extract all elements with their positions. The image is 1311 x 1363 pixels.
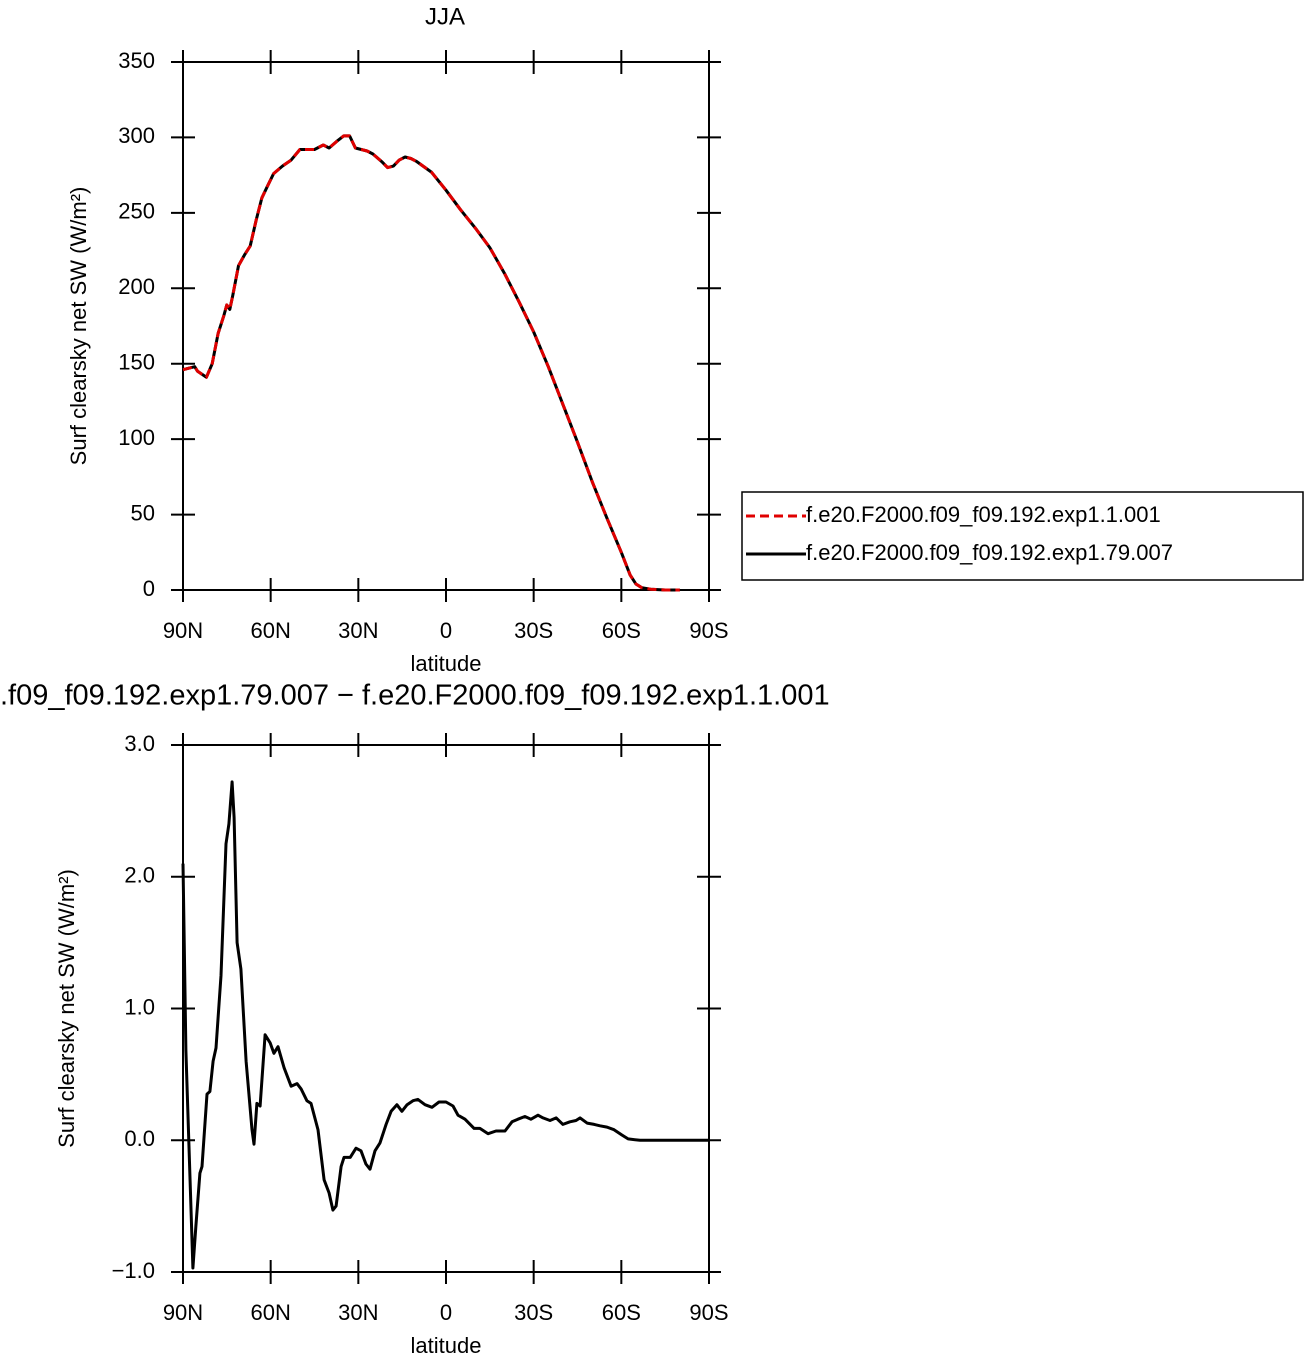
x-tick-label: 30S (514, 1300, 553, 1325)
x-axis-label: latitude (411, 651, 482, 676)
legend-box (741, 491, 1304, 581)
x-tick-label: 30N (338, 618, 378, 643)
legend-label: f.e20.F2000.f09_f09.192.exp1.79.007 (806, 540, 1173, 565)
data-line (182, 134, 680, 592)
y-tick-label: 50 (131, 500, 155, 525)
x-tick-label: 0 (440, 1300, 452, 1325)
y-tick-label: 0.0 (124, 1126, 155, 1151)
y-tick-label: 2.0 (124, 863, 155, 888)
x-tick-label: 90N (163, 618, 203, 643)
x-tick-label: 60S (602, 618, 641, 643)
x-tick-label: 60S (602, 1300, 641, 1325)
x-tick-label: 0 (440, 618, 452, 643)
x-tick-label: 90S (689, 1300, 728, 1325)
y-axis-label: Surf clearsky net SW (W/m²) (66, 187, 91, 466)
chart-title: JJA (425, 3, 465, 30)
x-tick-label: 30S (514, 618, 553, 643)
y-tick-label: 350 (118, 48, 155, 73)
y-tick-label: 150 (118, 350, 155, 375)
y-tick-label: 250 (118, 199, 155, 224)
y-tick-label: 200 (118, 274, 155, 299)
y-tick-label: −1.0 (112, 1258, 155, 1283)
y-tick-label: 1.0 (124, 994, 155, 1019)
data-line (181, 780, 709, 1270)
x-axis-label: latitude (411, 1333, 482, 1358)
x-tick-label: 30N (338, 1300, 378, 1325)
y-tick-label: 100 (118, 425, 155, 450)
y-tick-label: 300 (118, 123, 155, 148)
chart-title: .f09_f09.192.exp1.79.007 − f.e20.F2000.f… (0, 680, 830, 712)
x-tick-label: 60N (250, 1300, 290, 1325)
y-axis-label: Surf clearsky net SW (W/m²) (54, 869, 79, 1148)
y-tick-label: 0 (143, 576, 155, 601)
x-tick-label: 90S (689, 618, 728, 643)
y-tick-label: 3.0 (124, 731, 155, 756)
x-tick-label: 90N (163, 1300, 203, 1325)
x-tick-label: 60N (250, 618, 290, 643)
legend-label: f.e20.F2000.f09_f09.192.exp1.1.001 (806, 502, 1161, 527)
